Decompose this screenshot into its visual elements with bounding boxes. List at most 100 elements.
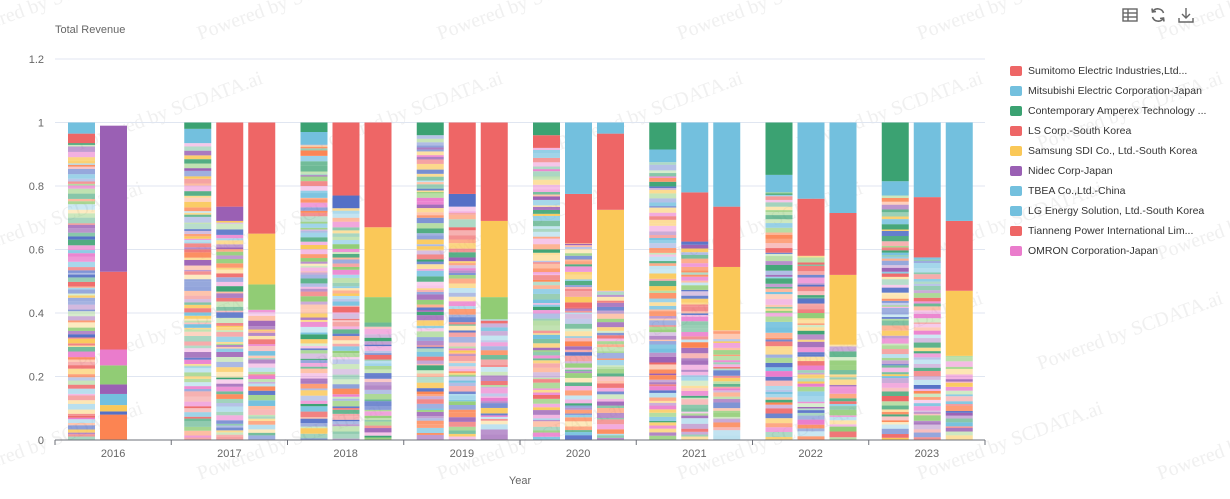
bar-segment-small[interactable] [765,357,793,363]
bar-segment-small[interactable] [216,312,244,318]
bar-segment-small[interactable] [597,394,624,399]
bar-segment-small[interactable] [765,423,793,428]
bar-segment-small[interactable] [448,430,476,434]
legend-item[interactable]: Sumitomo Electric Industries,Ltd... [1010,61,1206,81]
bar-segment-small[interactable] [945,418,973,423]
bar-segment-small[interactable] [480,393,508,397]
bar-segment-small[interactable] [416,411,444,417]
bar-segment-small[interactable] [881,229,909,231]
bar-segment-small[interactable] [248,309,276,313]
bar-segment-small[interactable] [797,339,825,342]
bar-segment-small[interactable] [681,374,709,377]
bar-segment[interactable] [597,122,624,134]
bar-segment-small[interactable] [216,425,244,428]
bar-segment[interactable] [300,132,328,145]
bar-segment-small[interactable] [765,274,793,277]
bar-segment-small[interactable] [300,274,328,279]
bar-segment-small[interactable] [184,222,212,224]
bar-segment-small[interactable] [945,396,973,402]
bar-segment-small[interactable] [681,369,709,372]
bar-segment-small[interactable] [797,309,825,314]
bar-segment-small[interactable] [300,423,328,427]
bar-segment-small[interactable] [448,371,476,373]
bar-segment-small[interactable] [332,259,360,264]
bar-segment-small[interactable] [300,383,328,389]
bar-segment-small[interactable] [364,409,392,412]
bar-segment-small[interactable] [448,222,476,228]
bar-segment-small[interactable] [248,320,276,327]
bar-segment-small[interactable] [713,377,741,382]
bar-segment-small[interactable] [448,230,476,236]
bar-segment-small[interactable] [597,401,624,406]
bar-segment-small[interactable] [300,155,328,162]
bar-segment-small[interactable] [713,331,741,334]
bar-segment-small[interactable] [184,378,212,383]
bar-segment-small[interactable] [416,320,444,326]
data-view-icon[interactable] [1120,5,1140,25]
bar-segment-small[interactable] [913,324,941,328]
bar-segment-small[interactable] [248,374,276,376]
bar-segment-small[interactable] [68,185,95,189]
bar-segment-small[interactable] [713,386,741,389]
bar-segment-small[interactable] [300,278,328,284]
bar-segment-small[interactable] [597,376,624,381]
bar-segment-small[interactable] [184,341,212,346]
bar-segment-small[interactable] [649,254,677,257]
bar-segment-small[interactable] [332,263,360,267]
bar-segment-small[interactable] [300,343,328,347]
bar-segment-small[interactable] [533,238,560,245]
bar-segment-small[interactable] [881,349,909,355]
bar-segment-small[interactable] [184,368,212,373]
bar-segment-small[interactable] [300,360,328,363]
bar-segment-small[interactable] [364,337,392,342]
bar-segment-small[interactable] [649,435,677,440]
bar-segment-small[interactable] [216,345,244,347]
bar-segment-small[interactable] [765,404,793,409]
bar-segment-small[interactable] [533,343,560,348]
bar-segment[interactable] [765,174,793,193]
bar-segment-small[interactable] [765,288,793,292]
bar-segment-small[interactable] [913,351,941,354]
bar-segment-small[interactable] [332,346,360,351]
bar-segment-small[interactable] [300,380,328,384]
bar-segment-small[interactable] [797,277,825,284]
bar-segment-small[interactable] [681,244,709,249]
bar-segment-small[interactable] [681,404,709,409]
bar-segment-small[interactable] [597,358,624,361]
bar-segment-small[interactable] [448,361,476,364]
bar-segment-small[interactable] [649,298,677,303]
bar-segment-small[interactable] [597,424,624,430]
bar-segment-small[interactable] [300,319,328,322]
bar-segment-small[interactable] [184,318,212,321]
bar-segment[interactable] [681,122,709,193]
bar-segment-small[interactable] [597,296,624,301]
bar-segment-small[interactable] [248,339,276,345]
bar-segment-small[interactable] [533,403,560,408]
bar-segment-small[interactable] [797,327,825,331]
bar-segment-small[interactable] [533,171,560,177]
bar-segment-small[interactable] [364,417,392,420]
bar-segment-small[interactable] [565,243,592,246]
bar-segment-small[interactable] [765,248,793,253]
bar-segment-small[interactable] [713,384,741,387]
bar-segment-small[interactable] [881,364,909,366]
bar-segment-small[interactable] [533,263,560,269]
bar-segment-small[interactable] [765,261,793,265]
bar-segment-small[interactable] [681,347,709,354]
bar-segment-small[interactable] [448,275,476,279]
bar-segment-small[interactable] [565,291,592,297]
bar-segment-small[interactable] [216,415,244,421]
bar-segment-small[interactable] [649,311,677,317]
bar-segment-small[interactable] [68,432,95,435]
bar-segment-small[interactable] [881,245,909,248]
bar-segment-small[interactable] [649,318,677,321]
bar-segment-small[interactable] [681,328,709,333]
bar-segment-small[interactable] [184,412,212,417]
bar-segment-small[interactable] [216,310,244,313]
bar-segment-small[interactable] [913,306,941,311]
bar-segment-small[interactable] [945,366,973,369]
bar-segment-small[interactable] [533,306,560,311]
bar-segment-small[interactable] [565,314,592,319]
bar-segment-small[interactable] [565,403,592,406]
bar-segment-small[interactable] [533,436,560,440]
